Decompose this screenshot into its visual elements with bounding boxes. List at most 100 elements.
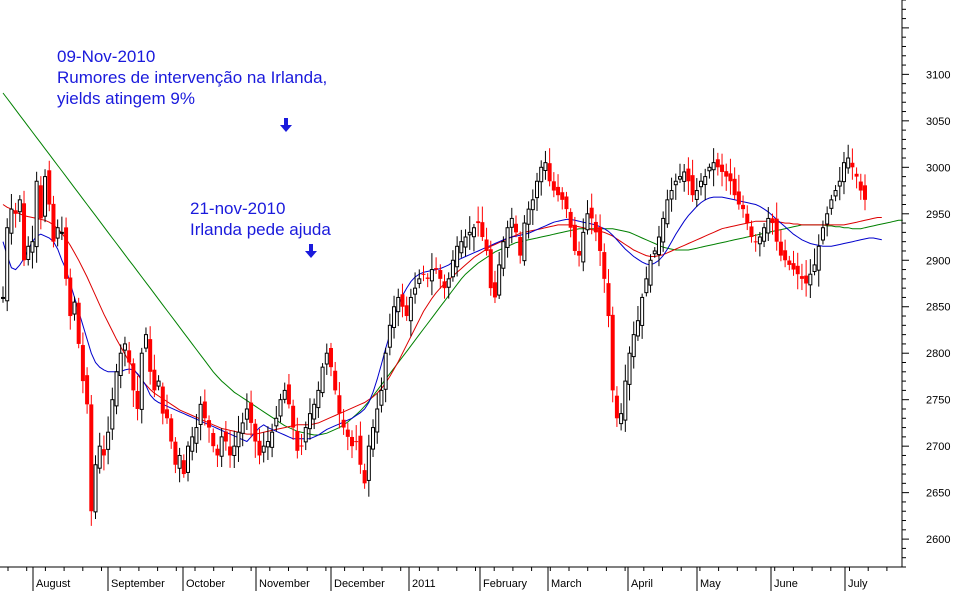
- candle-body-down: [223, 431, 228, 442]
- candle-body-down: [858, 181, 863, 191]
- candle-body-down: [513, 223, 518, 233]
- candle-body-up: [190, 436, 195, 452]
- candle-body-down: [202, 401, 207, 419]
- annotation-nov09-line-1: 09-Nov-2010: [57, 47, 156, 66]
- candle-body-up: [522, 222, 527, 262]
- candle-body-down: [64, 227, 69, 279]
- candle-body-up: [450, 259, 455, 278]
- candle-body-down: [354, 441, 359, 443]
- candle-body-down: [286, 384, 291, 405]
- y-tick-label: 2650: [926, 488, 950, 500]
- candle-body-up: [316, 389, 321, 409]
- candle-body-up: [446, 278, 451, 288]
- annotation-nov21-line-1: 21-nov-2010: [190, 199, 286, 218]
- arrow-nov09-head: [280, 125, 292, 132]
- ma-mid-line: [2, 204, 882, 435]
- candle-body-up: [635, 320, 640, 337]
- candle-body-up: [55, 227, 60, 239]
- x-tick-label: June: [774, 578, 798, 590]
- x-tick-label: March: [551, 578, 582, 590]
- candle-body-down: [589, 207, 594, 219]
- candle-body-down: [127, 350, 132, 363]
- candle-body-up: [585, 213, 590, 231]
- candle-body-down: [22, 203, 27, 261]
- candle-body-down: [207, 420, 212, 428]
- candle-body-up: [766, 217, 771, 234]
- candle-body-down: [783, 250, 788, 261]
- candle-body-up: [825, 213, 830, 225]
- candle-body-down: [488, 249, 493, 289]
- candle-body-up: [703, 176, 708, 186]
- candle-body-up: [236, 431, 241, 448]
- candle-body-up: [240, 422, 245, 434]
- candle-body-down: [169, 418, 174, 442]
- candle-body-up: [459, 241, 464, 254]
- annotation-arrows: [280, 118, 317, 258]
- candle-body-down: [228, 446, 233, 456]
- candle-body-down: [152, 369, 157, 391]
- candle-body-up: [270, 431, 275, 448]
- x-tick-label: September: [111, 578, 165, 590]
- annotation-nov09-line-2: Rumores de intervenção na Irlanda,: [57, 68, 328, 87]
- candle-body-up: [278, 399, 283, 417]
- candle-body-up: [841, 162, 846, 183]
- candle-body-up: [198, 403, 203, 425]
- candle-body-down: [135, 390, 140, 409]
- candle-body-up: [312, 403, 317, 420]
- candle-body-up: [682, 171, 687, 182]
- candle-body-down: [492, 282, 497, 298]
- candle-body-down: [299, 445, 304, 447]
- candle-body-up: [694, 190, 699, 200]
- candle-body-down: [577, 251, 582, 256]
- candle-body-up: [665, 199, 670, 225]
- candle-body-down: [804, 275, 809, 284]
- candle-body-down: [400, 294, 405, 307]
- candle-body-down: [593, 221, 598, 233]
- candle-body-up: [59, 231, 64, 234]
- candle-body-up: [497, 264, 502, 296]
- candle-body-down: [749, 226, 754, 238]
- candle-body-down: [614, 395, 619, 419]
- candle-body-down: [753, 241, 758, 243]
- candle-body-up: [379, 389, 384, 406]
- candle-body-down: [211, 433, 216, 447]
- candle-body-down: [442, 281, 447, 289]
- candle-body-down: [148, 339, 153, 372]
- candle-body-up: [652, 250, 657, 255]
- candle-body-down: [724, 171, 729, 177]
- candle-body-up: [114, 371, 119, 407]
- candle-body-up: [661, 217, 666, 243]
- x-tick-label: August: [36, 578, 70, 590]
- y-tick-label: 2750: [926, 395, 950, 407]
- candle-body-down: [68, 277, 73, 317]
- candle-body-up: [757, 236, 762, 245]
- candle-body-down: [568, 211, 573, 228]
- candle-body-down: [770, 218, 775, 224]
- candle-body-up: [677, 176, 682, 180]
- y-tick-label: 3100: [926, 69, 950, 81]
- candle-body-down: [249, 402, 254, 423]
- candle-body-down: [732, 178, 737, 196]
- candle-body-up: [837, 180, 842, 187]
- candle-body-up: [34, 180, 39, 248]
- candle-body-up: [539, 166, 544, 183]
- candle-body-up: [526, 208, 531, 225]
- candle-body-up: [669, 190, 674, 200]
- candle-body-down: [795, 265, 800, 275]
- candle-body-down: [572, 224, 577, 251]
- candle-body-up: [307, 413, 312, 430]
- candle-body-down: [101, 449, 106, 456]
- candle-body-up: [186, 445, 191, 473]
- candle-body-down: [257, 440, 262, 456]
- candle-body-up: [122, 343, 127, 351]
- x-tick-label: February: [483, 578, 528, 590]
- candle-body-up: [707, 166, 712, 172]
- candle-body-up: [509, 217, 514, 228]
- candle-body-down: [598, 227, 603, 251]
- x-tick-label: 2011: [412, 578, 436, 590]
- candle-body-down: [799, 276, 804, 279]
- candle-body-up: [463, 236, 468, 248]
- candle-body-down: [778, 241, 783, 256]
